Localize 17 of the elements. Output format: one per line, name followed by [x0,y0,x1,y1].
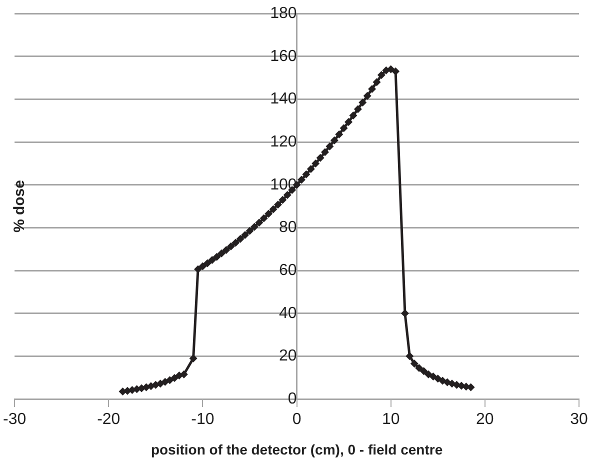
x-tick-label: -10 [191,411,214,428]
x-tick-label: 30 [570,411,588,428]
y-tick-label: 160 [270,48,297,65]
y-tick-label: 60 [278,262,297,279]
y-axis-title: % dose [11,180,28,233]
y-tick-label: 120 [270,133,297,150]
y-tick-label: 0 [288,390,297,408]
x-tick-label: -30 [3,411,26,428]
x-axis-title: position of the detector (cm), 0 - field centre [150,441,443,458]
x-tick-label: -20 [97,411,120,428]
x-tick-label: 10 [382,411,400,428]
x-tick-label: 20 [476,411,494,428]
y-tick-label: 20 [278,348,297,365]
y-tick-label: 140 [270,90,297,108]
y-tick-label: 40 [278,304,297,322]
y-tick-label: 80 [278,219,297,236]
y-tick-label: 180 [270,5,297,22]
